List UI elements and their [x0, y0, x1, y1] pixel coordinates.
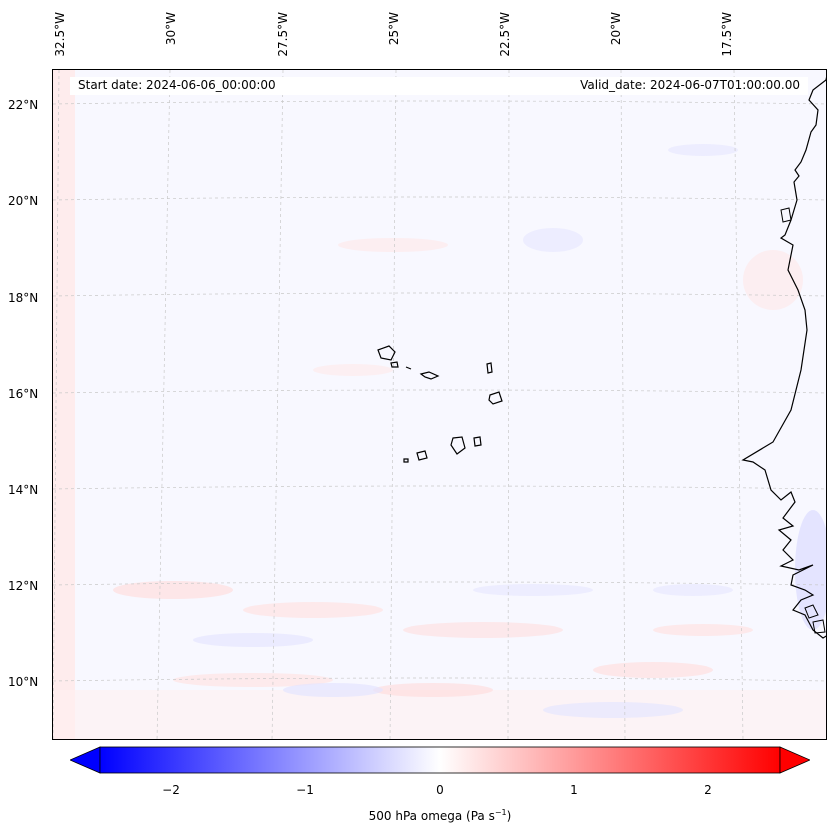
colorbar-graphic	[68, 746, 812, 774]
lat-label: 18°N	[8, 291, 39, 305]
omega-contours	[113, 144, 826, 718]
colorbar-extend-max	[779, 746, 812, 774]
colorbar-tick: −1	[296, 783, 314, 797]
colorbar-label-main: 500 hPa omega (Pa s	[368, 809, 495, 823]
lon-label: 20°W	[609, 12, 623, 46]
graticule	[53, 70, 826, 739]
coastline	[780, 207, 792, 223]
lat-label: 16°N	[8, 387, 39, 401]
colorbar-label-sup: −1	[494, 808, 507, 817]
colorbar-gradient	[99, 746, 781, 774]
colorbar	[68, 745, 812, 775]
colorbar-tick: 2	[704, 783, 712, 797]
valid-date: Valid_date: 2024-06-07T01:00:00.00	[580, 78, 800, 92]
omega-positive-region	[53, 70, 75, 739]
lon-label: 30°W	[164, 12, 178, 46]
coastline	[812, 619, 826, 634]
colorbar-tick: −2	[162, 783, 180, 797]
lat-label: 12°N	[8, 579, 39, 593]
map-panel	[52, 69, 827, 740]
coastline	[804, 604, 819, 619]
colorbar-label-end: )	[506, 809, 512, 823]
lon-label: 22.5°W	[498, 12, 512, 57]
lat-label: 14°N	[8, 483, 39, 497]
lon-label: 17.5°W	[720, 12, 734, 57]
lon-label: 25°W	[387, 12, 401, 46]
lon-label: 27.5°W	[276, 12, 290, 57]
lat-label: 10°N	[8, 675, 39, 689]
omega-positive-region	[53, 690, 826, 739]
colorbar-extend-min	[68, 746, 101, 774]
field-background	[53, 70, 826, 739]
cape-verde-islands	[377, 345, 503, 463]
start-date: Start date: 2024-06-06_00:00:00	[78, 78, 276, 92]
colorbar-label: 500 hPa omega (Pa s−1)	[0, 808, 837, 823]
lat-label: 20°N	[8, 194, 39, 208]
coastline	[741, 76, 826, 639]
colorbar-tick: 0	[436, 783, 444, 797]
colorbar-tick: 1	[570, 783, 578, 797]
lon-label: 32.5°W	[53, 12, 67, 57]
date-bar: Start date: 2024-06-06_00:00:00 Valid_da…	[70, 77, 808, 95]
map-canvas	[53, 70, 826, 739]
lat-label: 22°N	[8, 98, 39, 112]
